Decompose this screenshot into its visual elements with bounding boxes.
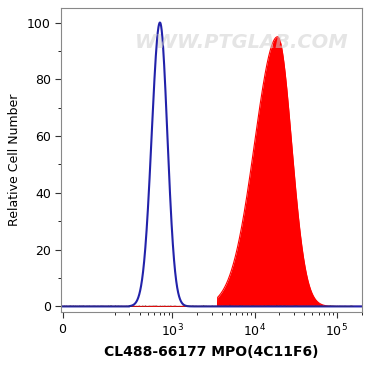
Text: WWW.PTGLAB.COM: WWW.PTGLAB.COM <box>135 33 348 52</box>
Y-axis label: Relative Cell Number: Relative Cell Number <box>9 94 21 226</box>
X-axis label: CL488-66177 MPO(4C11F6): CL488-66177 MPO(4C11F6) <box>104 345 319 359</box>
